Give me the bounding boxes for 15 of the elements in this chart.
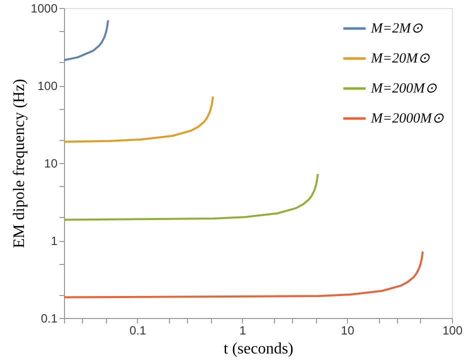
y-tick-label: 1 [50,234,58,248]
y-tick-label: 0.1 [40,312,58,326]
legend-label: M=2M⊙ [370,22,423,36]
x-tick-label: 1 [239,324,246,338]
x-tick-label: 10 [340,324,355,338]
y-tick-label: 10 [44,156,58,170]
legend-label: M=20M⊙ [370,52,430,66]
y-tick-label: 1000 [30,2,58,16]
y-axis-title: EM dipole frequency (Hz) [10,78,28,248]
x-axis-title: t (seconds) [224,340,294,358]
legend-label: M=200M⊙ [370,82,437,96]
legend-label: M=2000M⊙ [370,112,444,126]
x-tick-label: 100 [442,324,463,338]
x-tick-label: 0.1 [129,324,146,338]
y-tick-label: 100 [37,79,58,93]
